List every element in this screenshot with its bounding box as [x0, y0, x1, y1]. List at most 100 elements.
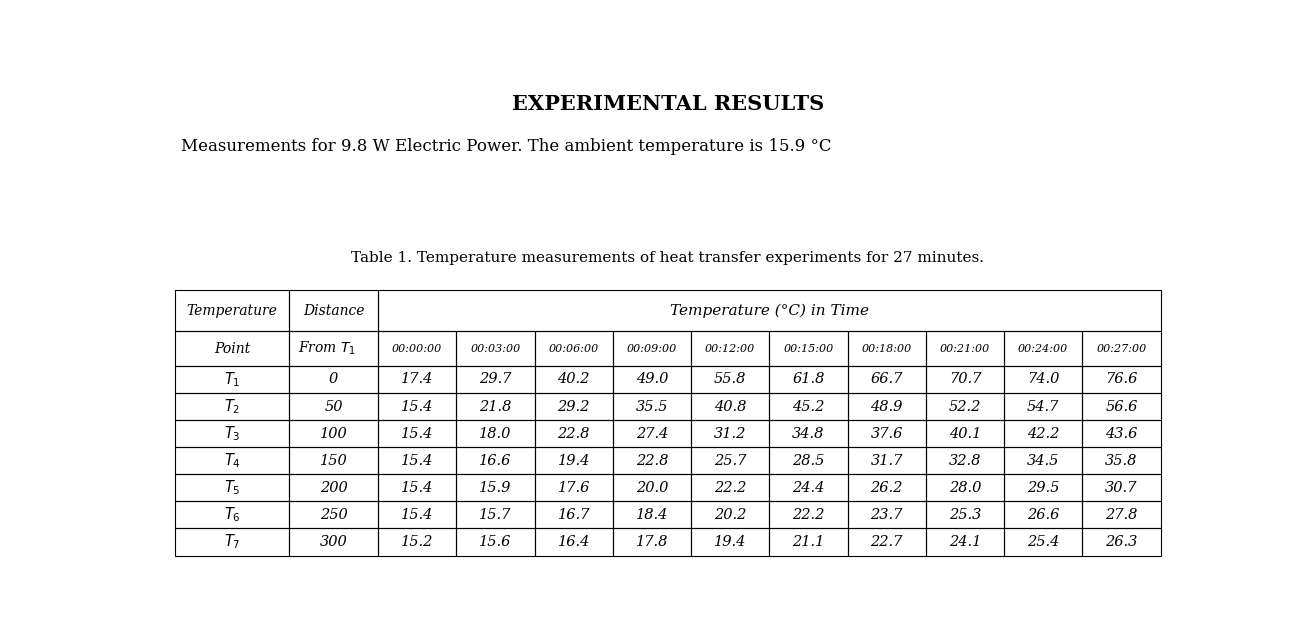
Text: 15.4: 15.4 [401, 454, 434, 468]
Text: 24.4: 24.4 [792, 481, 825, 495]
Text: 61.8: 61.8 [792, 373, 825, 387]
Text: 45.2: 45.2 [792, 399, 825, 413]
Text: 00:24:00: 00:24:00 [1018, 344, 1068, 353]
Text: 200: 200 [319, 481, 348, 495]
Text: 30.7: 30.7 [1105, 481, 1138, 495]
Text: 49.0: 49.0 [636, 373, 668, 387]
Text: From $\mathit{T}_1$: From $\mathit{T}_1$ [298, 340, 357, 357]
Text: 34.5: 34.5 [1027, 454, 1059, 468]
Text: 40.1: 40.1 [949, 427, 981, 441]
Text: 15.4: 15.4 [401, 399, 434, 413]
Text: Distance: Distance [302, 304, 365, 318]
Text: 25.4: 25.4 [1027, 535, 1059, 549]
Text: $\mathit{T}_4$: $\mathit{T}_4$ [224, 451, 240, 470]
Text: 29.2: 29.2 [558, 399, 590, 413]
Text: 0: 0 [328, 373, 337, 387]
Text: 15.9: 15.9 [480, 481, 512, 495]
Text: 15.6: 15.6 [480, 535, 512, 549]
Text: 00:27:00: 00:27:00 [1096, 344, 1147, 353]
Text: 20.2: 20.2 [714, 508, 747, 522]
Text: 16.7: 16.7 [558, 508, 590, 522]
Text: 40.8: 40.8 [714, 399, 747, 413]
Text: 00:00:00: 00:00:00 [392, 344, 442, 353]
Text: 22.2: 22.2 [792, 508, 825, 522]
Text: 76.6: 76.6 [1105, 373, 1138, 387]
Text: 37.6: 37.6 [870, 427, 903, 441]
Text: 15.4: 15.4 [401, 508, 434, 522]
Text: 26.6: 26.6 [1027, 508, 1059, 522]
Text: 00:15:00: 00:15:00 [783, 344, 834, 353]
Text: 25.3: 25.3 [949, 508, 981, 522]
Text: 55.8: 55.8 [714, 373, 747, 387]
Text: 54.7: 54.7 [1027, 399, 1059, 413]
Text: 19.4: 19.4 [714, 535, 747, 549]
Text: 15.2: 15.2 [401, 535, 434, 549]
Text: 48.9: 48.9 [870, 399, 903, 413]
Text: 26.3: 26.3 [1105, 535, 1138, 549]
Text: 17.6: 17.6 [558, 481, 590, 495]
Text: 28.5: 28.5 [792, 454, 825, 468]
Text: $\mathit{T}_6$: $\mathit{T}_6$ [224, 505, 240, 524]
Text: Table 1. Temperature measurements of heat transfer experiments for 27 minutes.: Table 1. Temperature measurements of hea… [352, 251, 984, 265]
Text: 00:12:00: 00:12:00 [705, 344, 756, 353]
Text: 16.6: 16.6 [480, 454, 512, 468]
Text: 29.5: 29.5 [1027, 481, 1059, 495]
Text: 26.2: 26.2 [870, 481, 903, 495]
Text: 25.7: 25.7 [714, 454, 747, 468]
Text: 35.8: 35.8 [1105, 454, 1138, 468]
Text: 24.1: 24.1 [949, 535, 981, 549]
Text: 22.2: 22.2 [714, 481, 747, 495]
Text: 74.0: 74.0 [1027, 373, 1059, 387]
Text: $\mathit{T}_1$: $\mathit{T}_1$ [224, 370, 240, 389]
Text: 00:18:00: 00:18:00 [861, 344, 912, 353]
Text: 17.4: 17.4 [401, 373, 434, 387]
Text: 16.4: 16.4 [558, 535, 590, 549]
Text: 43.6: 43.6 [1105, 427, 1138, 441]
Text: 20.0: 20.0 [636, 481, 668, 495]
Text: 27.8: 27.8 [1105, 508, 1138, 522]
Text: 100: 100 [319, 427, 348, 441]
Text: 23.7: 23.7 [870, 508, 903, 522]
Text: 32.8: 32.8 [949, 454, 981, 468]
Text: 250: 250 [319, 508, 348, 522]
Text: 22.7: 22.7 [870, 535, 903, 549]
Text: 21.1: 21.1 [792, 535, 825, 549]
Text: Point: Point [214, 341, 250, 355]
Text: Temperature: Temperature [186, 304, 278, 318]
Text: 56.6: 56.6 [1105, 399, 1138, 413]
Text: 19.4: 19.4 [558, 454, 590, 468]
Text: 35.5: 35.5 [636, 399, 668, 413]
Text: 18.0: 18.0 [480, 427, 512, 441]
Text: 70.7: 70.7 [949, 373, 981, 387]
Text: 15.4: 15.4 [401, 481, 434, 495]
Text: 00:09:00: 00:09:00 [627, 344, 678, 353]
Text: 40.2: 40.2 [558, 373, 590, 387]
Text: 42.2: 42.2 [1027, 427, 1059, 441]
Text: $\mathit{T}_5$: $\mathit{T}_5$ [224, 478, 240, 497]
Text: 22.8: 22.8 [558, 427, 590, 441]
Text: 28.0: 28.0 [949, 481, 981, 495]
Text: $\mathit{T}_7$: $\mathit{T}_7$ [224, 533, 240, 551]
Text: 31.7: 31.7 [870, 454, 903, 468]
Text: 300: 300 [319, 535, 348, 549]
Text: 00:03:00: 00:03:00 [470, 344, 521, 353]
Text: 17.8: 17.8 [636, 535, 668, 549]
Text: $\mathit{T}_2$: $\mathit{T}_2$ [224, 397, 240, 416]
Text: 21.8: 21.8 [480, 399, 512, 413]
Text: 00:21:00: 00:21:00 [939, 344, 990, 353]
Text: 66.7: 66.7 [870, 373, 903, 387]
Text: Temperature (°C) in Time: Temperature (°C) in Time [670, 304, 869, 318]
Text: 150: 150 [319, 454, 348, 468]
Text: 15.4: 15.4 [401, 427, 434, 441]
Text: 15.7: 15.7 [480, 508, 512, 522]
Text: $\mathit{T}_3$: $\mathit{T}_3$ [224, 424, 240, 443]
Text: 29.7: 29.7 [480, 373, 512, 387]
Text: 34.8: 34.8 [792, 427, 825, 441]
Text: 50: 50 [324, 399, 343, 413]
Text: 18.4: 18.4 [636, 508, 668, 522]
Text: 00:06:00: 00:06:00 [549, 344, 599, 353]
Text: Measurements for 9.8 W Electric Power. The ambient temperature is 15.9 °C: Measurements for 9.8 W Electric Power. T… [181, 138, 831, 155]
Text: 52.2: 52.2 [949, 399, 981, 413]
Text: 27.4: 27.4 [636, 427, 668, 441]
Text: 22.8: 22.8 [636, 454, 668, 468]
